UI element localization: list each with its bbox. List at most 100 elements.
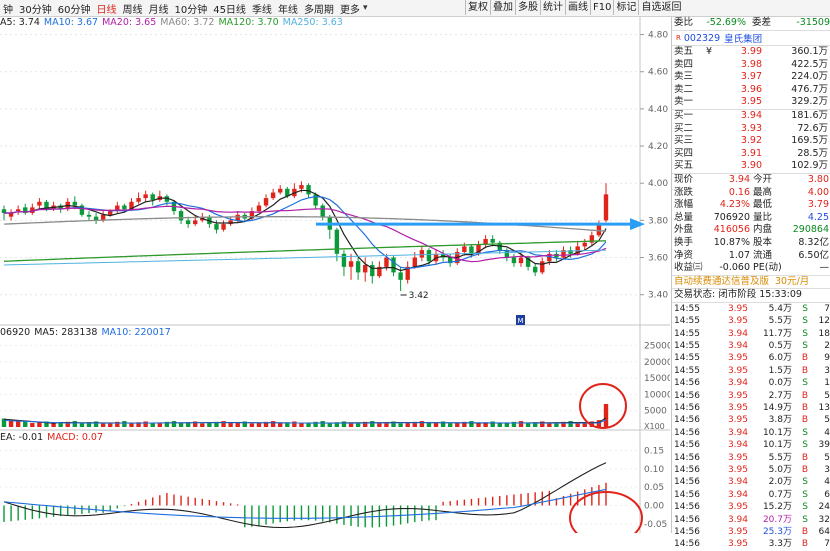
volume-bar: [532, 422, 538, 427]
order-volume: 422.5万: [791, 58, 828, 70]
order-book-row: 卖二 3.96 476.7万: [672, 84, 830, 97]
stat-label: 最低: [753, 199, 773, 211]
annotation-circle-macd: [569, 491, 643, 533]
stat-label: 涨幅: [674, 199, 694, 211]
candle-body: [44, 201, 49, 210]
kline-chart-svg[interactable]: 4.80 4.60 4.40 4.20 4.00 3.80 3.60 3.40 3.42 M 250…: [0, 17, 670, 533]
order-volume: 72.6万: [797, 122, 828, 134]
candle-body: [193, 220, 198, 225]
order-book-row: 卖三 3.97 224.0万: [672, 71, 830, 84]
volume-bar: [575, 423, 580, 427]
volume-bar: [58, 422, 63, 427]
tool-button-5[interactable]: F10: [590, 0, 614, 15]
volume-bar: [178, 423, 184, 427]
ma120-line: [3, 240, 607, 262]
promo-text[interactable]: 自动续费通达信普及版: [674, 275, 770, 287]
period-tab-11[interactable]: 更多: [339, 4, 360, 16]
tool-button-7[interactable]: 自选返回: [638, 0, 684, 15]
volume-bar: [483, 422, 488, 427]
period-tab-1[interactable]: 30分钟: [19, 4, 52, 16]
currency-icon: [706, 59, 716, 72]
order-price: 3.98: [740, 58, 762, 70]
tick-side: S: [802, 502, 808, 513]
ma5-line: [4, 189, 607, 272]
macd-axis-label: -0.05: [644, 520, 667, 530]
period-tab-4[interactable]: 周线: [122, 4, 143, 16]
tick-count: 7: [824, 303, 830, 314]
candle-body: [86, 214, 92, 217]
candle-body: [596, 224, 602, 236]
stat-value: 4.00: [807, 186, 829, 198]
candle-body: [341, 253, 347, 267]
tick-row: 14:56 3.95 5.5万 B 5: [672, 452, 830, 464]
candle-body: [490, 238, 495, 243]
tick-side: B: [801, 390, 808, 401]
trade-status-row: 交易状态: 闭市阶段 15:33:09: [672, 288, 830, 302]
volume-bar: [30, 423, 35, 427]
tool-button-0[interactable]: 复权: [465, 0, 490, 15]
tool-button-3[interactable]: 统计: [540, 0, 565, 15]
tool-button-1[interactable]: 叠加: [490, 0, 515, 15]
volume-bar: [554, 422, 559, 427]
volume-bar: [455, 422, 460, 427]
promo-price[interactable]: 30元/月: [775, 275, 810, 287]
volume-bar: [440, 421, 446, 427]
tick-price: 3.94: [727, 489, 748, 500]
stat-label: PE(动): [753, 262, 782, 274]
tick-side: S: [802, 316, 808, 327]
tick-volume: 10.1万: [762, 440, 792, 451]
period-tab-3[interactable]: 日线: [96, 4, 117, 16]
volume-bar: [433, 422, 439, 427]
tick-price: 3.95: [727, 365, 748, 376]
stat-value: 3.94: [728, 173, 750, 185]
stat-label: 最高: [753, 186, 773, 198]
promo-row[interactable]: 自动续费通达信普及版 30元/月: [672, 276, 830, 289]
volume-bar: [122, 421, 127, 427]
candle-body: [348, 261, 354, 267]
period-tab-5[interactable]: 月线: [148, 4, 169, 16]
more-arrow-icon[interactable]: ▾: [362, 3, 368, 13]
tick-time: 14:56: [674, 514, 700, 525]
tick-volume: 0.5万: [768, 341, 792, 352]
stock-header[interactable]: R 002329 皇氏集团: [672, 31, 830, 46]
period-tab-7[interactable]: 45日线: [213, 4, 246, 16]
currency-icon: [706, 110, 716, 123]
candle-body: [143, 194, 148, 199]
tool-button-2[interactable]: 多股: [515, 0, 540, 15]
stat-label: 股本: [753, 236, 773, 248]
candle-body: [15, 209, 21, 212]
weicha-label: 委差: [752, 17, 772, 28]
tick-count: 9: [824, 353, 830, 364]
period-tab-2[interactable]: 60分钟: [57, 4, 91, 16]
period-tab-0[interactable]: 钟: [3, 4, 13, 16]
tick-price: 3.95: [727, 303, 748, 314]
volume-bar: [582, 422, 587, 427]
period-tab-10[interactable]: 多周期: [303, 4, 334, 16]
tick-row: 14:56 3.95 5.0万 B 3: [672, 464, 830, 476]
candle-body: [447, 257, 453, 264]
order-level-label: 买一: [674, 109, 694, 121]
tick-side: B: [801, 403, 808, 413]
stat-value: 1.07: [728, 249, 750, 261]
tick-list[interactable]: 14:55 3.95 5.4万 S 7 14:55 3.95 5.5万 S 12 14:55 3.94…: [672, 301, 830, 551]
volume-bar: [306, 422, 311, 427]
period-tab-6[interactable]: 10分钟: [174, 4, 208, 16]
period-tab-8[interactable]: 季线: [251, 4, 272, 16]
low-marker-label: 3.42: [409, 291, 429, 301]
tick-row: 14:56 3.94 20.7万 S 32: [672, 514, 830, 526]
volume-bar: [327, 423, 332, 427]
candle-body: [164, 196, 170, 202]
tick-time: 14:56: [674, 440, 700, 451]
tick-count: 5: [824, 452, 830, 463]
tick-side: S: [802, 477, 808, 488]
kline-chart-area[interactable]: A5: 3.74 MA10: 3.67 MA20: 3.65 MA60: 3.72 MA…: [0, 17, 670, 533]
trade-status: 交易状态: 闭市阶段 15:33:09: [674, 289, 802, 301]
stat-value: 0.16: [728, 186, 750, 198]
stat-value: 10.87%: [713, 236, 750, 248]
tool-button-4[interactable]: 画线: [565, 0, 590, 15]
tick-time: 14:56: [674, 390, 700, 401]
candle-body: [185, 220, 191, 225]
period-tab-9[interactable]: 年线: [277, 4, 298, 16]
tool-button-6[interactable]: 标记: [613, 0, 639, 15]
stat-value: 4.25: [807, 211, 829, 223]
